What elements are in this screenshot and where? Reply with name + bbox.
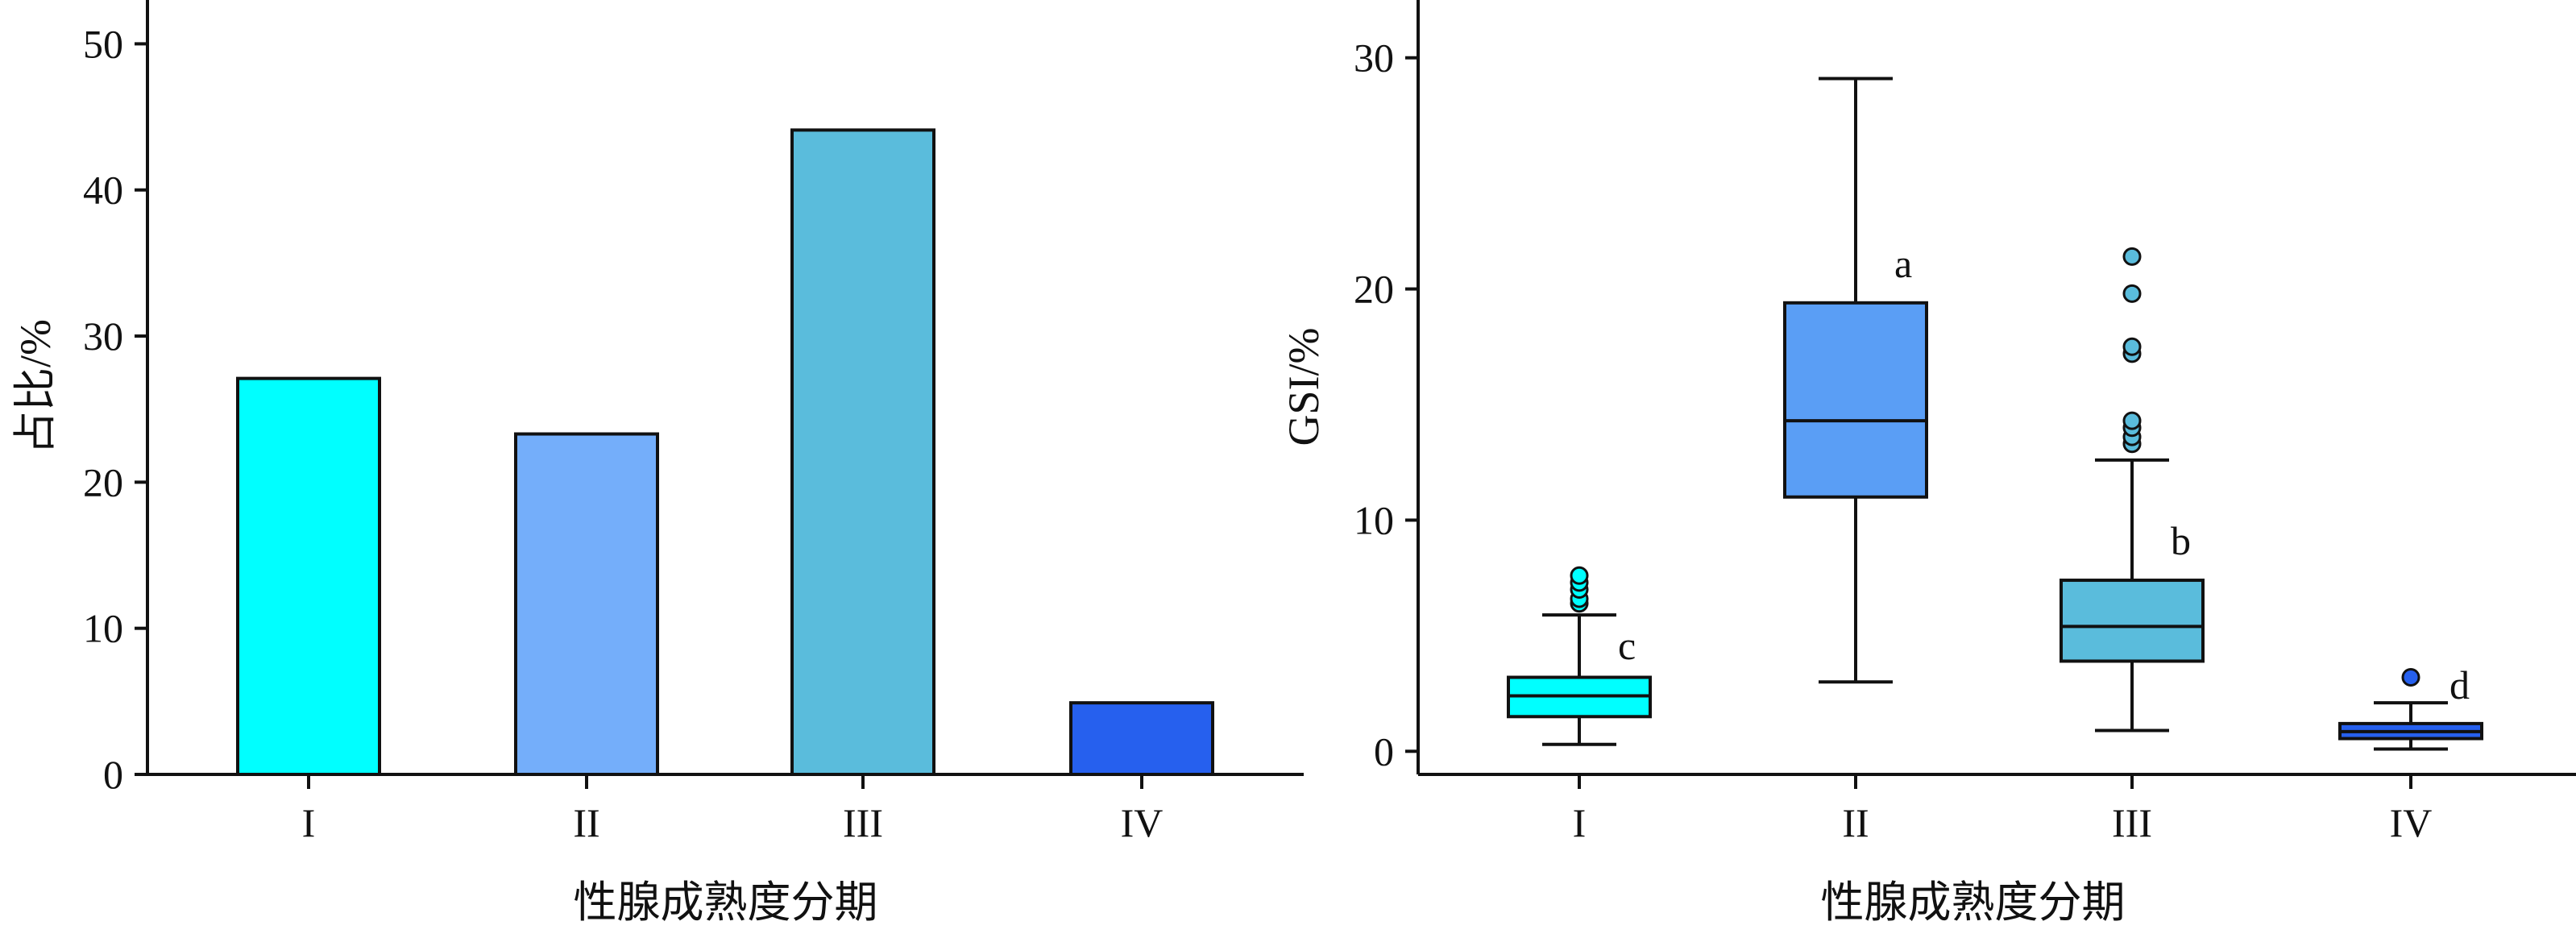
y-tick-label: 20 [83, 459, 123, 504]
iqr-box [1783, 301, 1928, 499]
y-tick-label: 10 [1354, 497, 1394, 542]
x-axis-title: 性腺成熟度分期 [574, 878, 878, 927]
y-axis-title: 占比/% [11, 319, 60, 454]
significance-letter: b [2171, 518, 2191, 563]
x-tick-label: I [302, 800, 316, 845]
y-tick-label: 30 [1354, 35, 1394, 81]
x-axis-title: 性腺成熟度分期 [1821, 878, 2126, 927]
box-I [1507, 566, 1652, 746]
bar-III [790, 128, 935, 776]
outlier-point [1570, 566, 1589, 585]
outlier-point [2401, 668, 2420, 687]
x-tick-label: II [1842, 800, 1869, 845]
box-II [1783, 77, 1928, 684]
x-tick-label: I [1573, 800, 1587, 845]
bar-I [236, 376, 381, 776]
significance-letter: c [1618, 623, 1636, 668]
x-tick-label: II [573, 800, 599, 845]
bar-II [514, 432, 659, 776]
significance-letter: d [2449, 662, 2470, 708]
iqr-box [2060, 579, 2205, 663]
x-tick-label: III [2112, 800, 2152, 845]
y-axis-title: GSI/% [1280, 328, 1328, 446]
bar-IV [1069, 701, 1214, 776]
box-III [2060, 247, 2205, 733]
y-tick-label: 10 [83, 606, 123, 651]
y-tick-label: 20 [1354, 267, 1394, 312]
x-tick-label: IV [1121, 800, 1164, 845]
x-tick-label: IV [2390, 800, 2433, 845]
y-tick-label: 0 [1374, 728, 1394, 774]
y-tick-label: 40 [83, 168, 123, 213]
outlier-point [2122, 284, 2142, 303]
y-tick-label: 50 [83, 21, 123, 66]
outlier-point [2122, 411, 2142, 430]
significance-letter: a [1894, 241, 1912, 286]
box-IV [2338, 668, 2483, 751]
y-tick-label: 0 [103, 752, 123, 797]
outlier-point [2122, 247, 2142, 266]
y-tick-label: 30 [83, 313, 123, 359]
outlier-point [2122, 337, 2142, 356]
x-tick-label: III [843, 800, 883, 845]
